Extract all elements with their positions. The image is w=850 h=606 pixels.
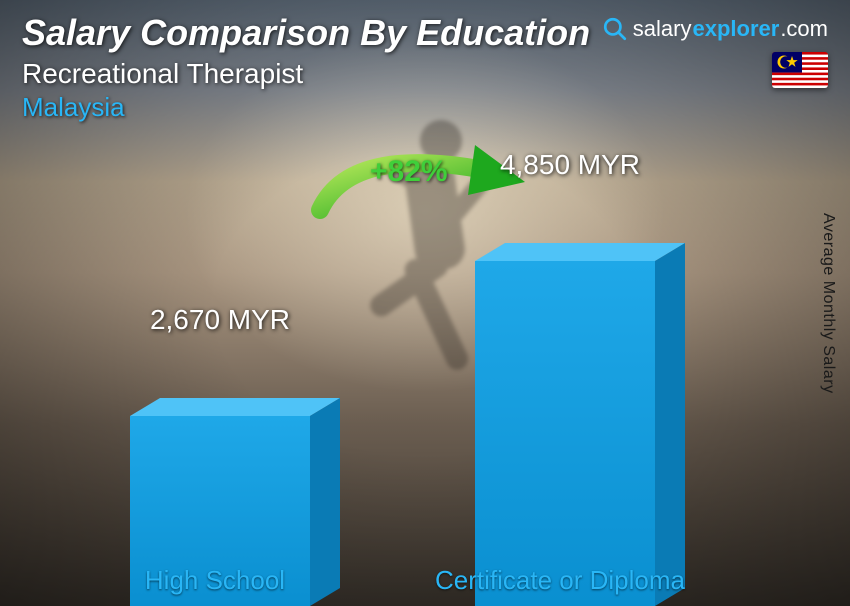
brand-logo: salaryexplorer.com bbox=[602, 16, 828, 42]
value-label-1: 2,670 MYR bbox=[100, 304, 340, 336]
bar-chart: 2,670 MYR 4,850 MYR High School Certific… bbox=[0, 160, 850, 606]
brand-text-1: salary bbox=[633, 16, 692, 42]
page-subtitle: Recreational Therapist bbox=[22, 58, 828, 90]
value-label-2: 4,850 MYR bbox=[450, 149, 690, 181]
magnifier-icon bbox=[602, 16, 628, 42]
brand-text-2: explorer bbox=[692, 16, 779, 42]
category-label-2: Certificate or Diploma bbox=[420, 565, 700, 596]
bar-certificate-diploma bbox=[465, 221, 685, 606]
category-label-1: High School bbox=[75, 565, 355, 596]
country-name: Malaysia bbox=[22, 92, 828, 123]
